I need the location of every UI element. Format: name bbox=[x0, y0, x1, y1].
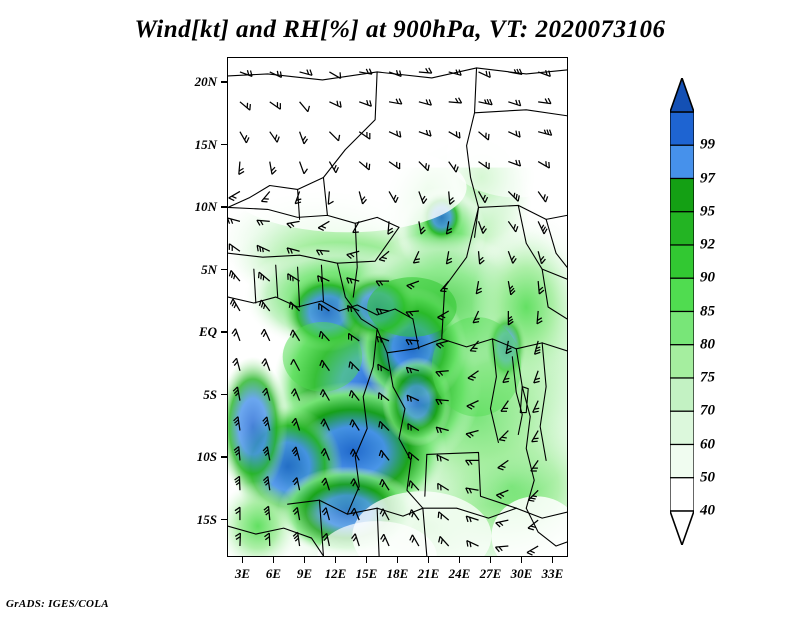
colorbar-tick-95: 95 bbox=[700, 203, 715, 220]
lat-tick-mark bbox=[221, 456, 227, 458]
colorbar-band bbox=[670, 277, 694, 313]
colorbar-band bbox=[670, 177, 694, 213]
colorbar-band bbox=[670, 443, 694, 479]
colorbar-band bbox=[670, 410, 694, 446]
lat-tick-label-10N: 10N bbox=[194, 199, 217, 214]
rh-shading-layer bbox=[228, 58, 567, 556]
colorbar-bands bbox=[670, 111, 694, 512]
colorbar-arrow-caps bbox=[670, 78, 694, 545]
map-plot-area bbox=[227, 57, 568, 557]
colorbar bbox=[670, 78, 694, 545]
lon-tick-label-27E: 27E bbox=[479, 566, 502, 581]
lon-tick-mark bbox=[334, 557, 337, 563]
lat-tick-label-15S: 15S bbox=[196, 511, 217, 527]
lon-tick-mark bbox=[241, 557, 244, 563]
lon-tick-label-21E: 21E bbox=[417, 566, 440, 581]
colorbar-tick-92: 92 bbox=[700, 236, 715, 253]
colorbar-bottom-arrow bbox=[670, 510, 694, 545]
map-canvas bbox=[228, 58, 567, 556]
lat-tick-mark bbox=[221, 81, 227, 83]
colorbar-tick-40: 40 bbox=[700, 502, 715, 519]
lat-tick-label-EQ: EQ bbox=[198, 324, 217, 339]
lat-tick-mark bbox=[221, 331, 227, 333]
lon-tick-label-30E: 30E bbox=[510, 566, 533, 581]
lon-tick-label-18E: 18E bbox=[386, 566, 409, 581]
lon-tick-label-9E: 9E bbox=[296, 566, 313, 581]
lon-tick-label-24E: 24E bbox=[448, 566, 471, 581]
colorbar-tick-99: 99 bbox=[700, 136, 715, 153]
lon-tick-mark bbox=[551, 557, 554, 563]
lon-tick-mark bbox=[365, 557, 368, 563]
lat-tick-label-10S: 10S bbox=[196, 449, 217, 464]
colorbar-tick-97: 97 bbox=[700, 170, 715, 186]
colorbar-band bbox=[670, 377, 694, 412]
lon-tick-mark bbox=[520, 557, 523, 563]
colorbar-band bbox=[670, 310, 694, 346]
footer-credit: GrADS: IGES/COLA bbox=[6, 598, 109, 610]
lat-tick-mark bbox=[221, 143, 227, 146]
lon-tick-mark bbox=[272, 557, 275, 563]
lat-tick-mark bbox=[221, 393, 227, 396]
lat-tick-mark bbox=[221, 518, 227, 521]
colorbar-tick-50: 50 bbox=[700, 469, 715, 486]
colorbar-top-arrow bbox=[670, 78, 694, 113]
colorbar-tick-75: 75 bbox=[700, 369, 715, 386]
page-title: Wind[kt] and RH[%] at 900hPa, VT: 202007… bbox=[134, 16, 666, 43]
colorbar-band bbox=[670, 211, 694, 246]
colorbar-band bbox=[670, 111, 694, 146]
lat-tick-label-15N: 15N bbox=[194, 136, 217, 152]
colorbar-tick-90: 90 bbox=[700, 269, 715, 286]
lat-tick-label-5N: 5N bbox=[201, 261, 217, 277]
colorbar-tick-80: 80 bbox=[700, 336, 715, 353]
colorbar-tick-60: 60 bbox=[700, 436, 715, 452]
colorbar-svg bbox=[670, 78, 694, 545]
lon-tick-mark bbox=[427, 557, 430, 563]
lon-tick-mark bbox=[303, 557, 306, 563]
colorbar-band bbox=[670, 244, 694, 279]
lon-tick-label-3E: 3E bbox=[234, 566, 251, 581]
colorbar-band bbox=[670, 144, 694, 180]
lon-tick-label-15E: 15E bbox=[355, 566, 378, 581]
colorbar-band bbox=[670, 477, 694, 512]
lon-tick-mark bbox=[458, 557, 461, 563]
lat-tick-label-5S: 5S bbox=[203, 386, 217, 402]
colorbar-tick-70: 70 bbox=[700, 402, 715, 419]
lon-tick-mark bbox=[396, 557, 399, 563]
lon-tick-label-12E: 12E bbox=[324, 566, 347, 581]
lat-tick-mark bbox=[221, 268, 227, 271]
lon-tick-label-6E: 6E bbox=[265, 566, 282, 581]
colorbar-band bbox=[670, 344, 694, 379]
lon-tick-label-33E: 33E bbox=[541, 566, 564, 581]
lat-tick-mark bbox=[221, 206, 227, 208]
colorbar-tick-85: 85 bbox=[700, 303, 715, 319]
lat-tick-label-20N: 20N bbox=[194, 74, 217, 89]
lon-tick-mark bbox=[489, 557, 492, 563]
